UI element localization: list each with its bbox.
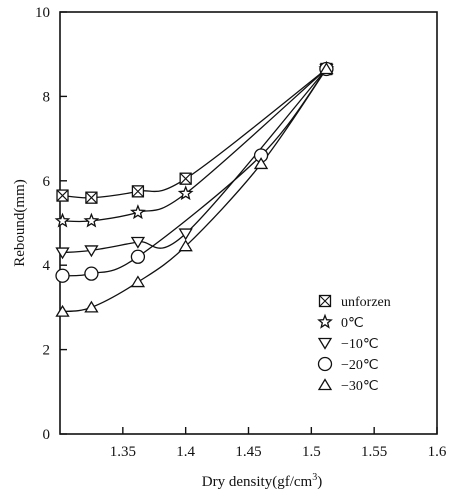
data-point-2 [178, 228, 193, 241]
data-point-4 [55, 304, 70, 317]
legend-marker-4 [317, 378, 333, 391]
y-tick-label: 8 [43, 89, 51, 105]
x-tick-label: 1.6 [428, 444, 447, 460]
data-point-2 [55, 247, 70, 260]
data-point-4 [253, 157, 269, 170]
data-point-4 [130, 275, 146, 288]
y-tick-label: 2 [43, 343, 51, 359]
data-point-3 [130, 249, 146, 264]
x-tick-label: 1.55 [361, 444, 387, 460]
legend-label-2: −10℃ [341, 337, 379, 352]
data-point-0 [85, 191, 98, 204]
series-line-1 [62, 68, 327, 223]
data-point-3 [84, 266, 99, 281]
x-axis-label: Dry density(gf/cm3) [202, 472, 322, 490]
x-tick-label: 1.45 [235, 444, 261, 460]
legend-label-0: unforzen [341, 295, 391, 310]
series-curves [62, 68, 327, 313]
x-tick-label: 1.4 [176, 444, 195, 460]
data-point-1 [54, 212, 71, 228]
legend-label-1: 0℃ [341, 316, 364, 331]
data-point-4 [319, 62, 334, 75]
data-point-1 [83, 212, 100, 228]
series-markers [54, 60, 335, 317]
data-point-2 [130, 236, 146, 249]
data-point-4 [84, 300, 99, 313]
series-line-2 [62, 68, 327, 254]
data-point-2 [84, 245, 99, 258]
y-tick-label: 4 [43, 258, 51, 274]
y-tick-label: 0 [43, 427, 51, 443]
data-point-3 [55, 268, 70, 283]
series-line-0 [62, 68, 327, 199]
y-axis-title: Rebound(mm) [12, 179, 28, 267]
legend-marker-1 [317, 313, 333, 329]
y-axis-label: Rebound(mm) [12, 179, 28, 267]
legend-marker-0 [318, 294, 332, 308]
data-point-0 [179, 172, 192, 185]
y-tick-label: 6 [43, 174, 51, 190]
legend-label-3: −20℃ [341, 358, 379, 373]
axis-ticks: 1.35 1.4 1.45 1.5 1.55 1.6 0 2 4 6 8 10 [35, 5, 447, 460]
legend-marker-3 [317, 356, 333, 372]
data-point-1 [177, 185, 194, 201]
data-point-0 [56, 189, 69, 202]
data-point-0 [131, 185, 145, 198]
plot-frame [59, 11, 438, 435]
legend-marker-2 [317, 337, 333, 350]
legend: unforzen 0℃ −10℃ −20℃ −30℃ [317, 294, 391, 394]
legend-label-4: −30℃ [341, 379, 379, 394]
x-tick-label: 1.5 [302, 444, 321, 460]
y-tick-label: 10 [35, 5, 50, 21]
x-tick-label: 1.35 [110, 444, 136, 460]
data-point-4 [178, 239, 193, 252]
data-point-1 [129, 204, 146, 220]
